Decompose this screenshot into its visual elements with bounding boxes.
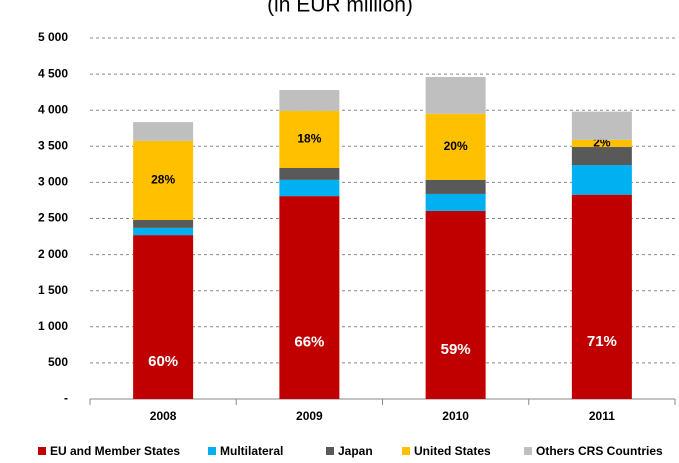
bar-segment — [425, 193, 486, 211]
x-tick-label: 2009 — [296, 409, 323, 423]
legend-label: EU and Member States — [50, 444, 180, 458]
bar-segment — [571, 147, 632, 166]
y-tick-label: 2 500 — [38, 211, 68, 225]
chart-title: (in EUR million) — [267, 0, 413, 17]
y-tick-label: 4 500 — [38, 66, 68, 80]
y-tick-label: 5 000 — [38, 30, 68, 44]
share-label: 59% — [441, 341, 471, 358]
bar-segment — [571, 111, 632, 140]
x-tick-label: 2010 — [442, 409, 469, 423]
legend-label: Others CRS Countries — [536, 444, 663, 458]
y-tick-label: 4 000 — [38, 102, 68, 116]
bar-segment — [133, 140, 194, 220]
x-tick-label: 2011 — [589, 409, 615, 423]
y-tick-label: 1 500 — [38, 283, 68, 297]
share-label: 71% — [587, 333, 617, 350]
y-tick-label: 1 000 — [38, 319, 68, 333]
bar-segment — [133, 122, 194, 141]
bar-segment — [425, 113, 486, 180]
bar-segment — [133, 227, 194, 236]
legend-label: Multilateral — [220, 444, 283, 458]
bar-segment — [571, 165, 632, 195]
legend-label: Japan — [338, 444, 373, 458]
y-tick-label: 3 000 — [38, 175, 68, 189]
bar-segment — [279, 179, 340, 197]
bar-segment — [425, 76, 486, 114]
bar-segment — [279, 89, 340, 111]
y-tick-label: 500 — [48, 355, 68, 369]
bar-segment — [571, 194, 632, 399]
y-tick-label: 2 000 — [38, 247, 68, 261]
bar-segment — [279, 196, 340, 399]
bar-segment — [425, 179, 486, 194]
y-tick-label: 3 500 — [38, 138, 68, 152]
share-label: 60% — [148, 353, 178, 370]
bar-segment — [279, 110, 340, 168]
legend-swatch — [38, 447, 46, 455]
y-tick-label: - — [64, 391, 68, 405]
bar-segment — [133, 219, 194, 228]
bar-segment — [571, 139, 632, 148]
legend-swatch — [208, 447, 216, 455]
share-label: 18% — [297, 132, 321, 146]
legend-swatch — [524, 447, 532, 455]
bar-segment — [279, 167, 340, 180]
legend-swatch — [402, 447, 410, 455]
bar-segment — [425, 210, 486, 399]
x-tick-label: 2008 — [150, 409, 177, 423]
legend-swatch — [326, 447, 334, 455]
share-label: 20% — [444, 139, 468, 153]
share-label: 66% — [294, 334, 324, 351]
share-label: 28% — [151, 173, 175, 187]
bar-segment — [133, 235, 194, 399]
legend-label: United States — [414, 444, 491, 458]
